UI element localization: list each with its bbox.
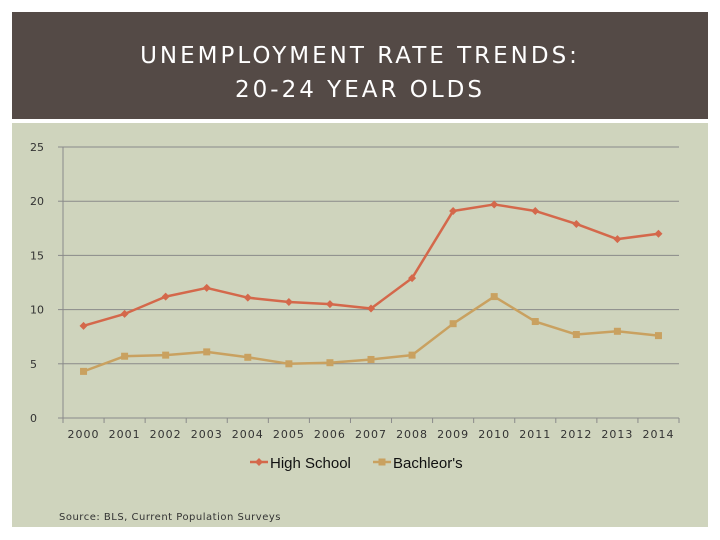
chart-panel — [12, 123, 708, 527]
x-tick-label: 2001 — [109, 428, 141, 441]
data-point-series-0 — [325, 300, 334, 309]
x-tick-label: 2013 — [601, 428, 633, 441]
legend-marker-1 — [378, 458, 386, 466]
data-point-series-1 — [490, 293, 498, 301]
y-tick-label: 15 — [30, 249, 44, 262]
legend-label: High School — [270, 455, 351, 472]
data-point-series-0 — [613, 235, 622, 244]
data-point-series-1 — [408, 351, 416, 359]
data-point-series-1 — [654, 332, 662, 340]
y-tick-label: 20 — [30, 195, 44, 208]
x-tick-label: 2014 — [642, 428, 674, 441]
data-point-series-0 — [367, 304, 375, 313]
x-tick-label: 2008 — [396, 428, 428, 441]
x-tick-label: 2005 — [273, 428, 305, 441]
data-point-series-0 — [408, 274, 417, 283]
page-title-line-1: UNEMPLOYMENT RATE TRENDS: — [140, 43, 580, 69]
data-point-series-0 — [79, 321, 88, 330]
legend-label: Bachleor's — [393, 455, 463, 472]
x-tick-label: 2004 — [232, 428, 264, 441]
x-tick-label: 2006 — [314, 428, 346, 441]
data-point-series-0 — [572, 219, 581, 228]
data-point-series-1 — [203, 348, 211, 356]
data-point-series-0 — [449, 206, 458, 215]
data-point-series-1 — [367, 355, 375, 363]
data-point-series-1 — [244, 353, 252, 361]
title-banner: UNEMPLOYMENT RATE TRENDS: 20-24 YEAR OLD… — [12, 12, 708, 119]
x-tick-label: 2007 — [355, 428, 387, 441]
x-tick-label: 2002 — [150, 428, 182, 441]
data-point-series-0 — [490, 200, 499, 209]
data-point-series-1 — [531, 318, 539, 326]
data-point-series-1 — [572, 331, 580, 339]
data-point-series-0 — [531, 206, 540, 215]
data-point-series-1 — [326, 359, 334, 367]
page-title-line-2: 20-24 YEAR OLDS — [235, 77, 485, 103]
data-point-series-1 — [285, 360, 293, 368]
x-tick-label: 2000 — [68, 428, 100, 441]
data-point-series-0 — [654, 229, 663, 238]
y-tick-label: 10 — [30, 304, 44, 317]
x-tick-label: 2011 — [519, 428, 551, 441]
y-tick-label: 0 — [30, 412, 37, 425]
data-point-series-1 — [613, 327, 621, 335]
x-tick-label: 2012 — [560, 428, 592, 441]
x-tick-label: 2003 — [191, 428, 223, 441]
data-point-series-1 — [80, 367, 88, 375]
data-point-series-1 — [121, 352, 129, 360]
legend-marker-0 — [255, 458, 263, 466]
data-point-series-0 — [161, 292, 170, 301]
data-point-series-1 — [162, 351, 170, 359]
data-point-series-0 — [202, 283, 211, 292]
data-point-series-0 — [284, 298, 293, 307]
data-point-series-0 — [120, 309, 129, 318]
y-tick-label: 25 — [30, 141, 44, 154]
data-point-series-0 — [243, 293, 252, 302]
x-tick-label: 2009 — [437, 428, 469, 441]
data-point-series-1 — [449, 320, 457, 328]
y-tick-label: 5 — [30, 358, 37, 371]
x-tick-label: 2010 — [478, 428, 510, 441]
source-note: Source: BLS, Current Population Surveys — [59, 512, 281, 523]
